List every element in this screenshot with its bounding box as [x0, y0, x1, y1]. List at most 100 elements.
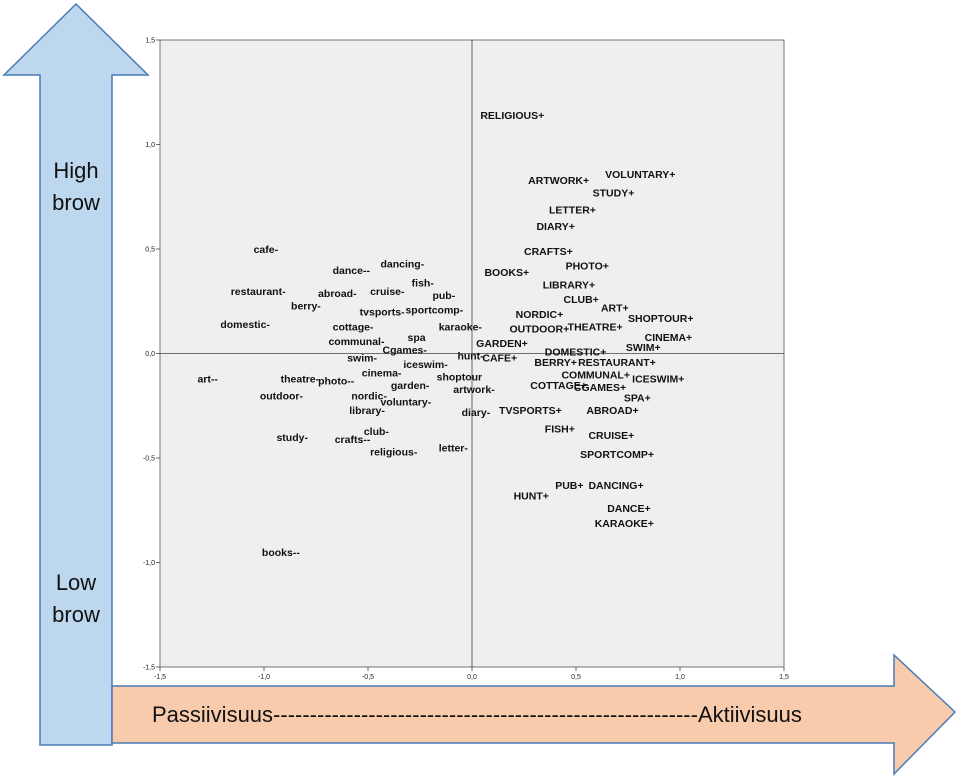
point-label: ABROAD+ [586, 405, 638, 417]
y-tick-label: 0,5 [145, 247, 155, 254]
point-label: dance-- [333, 265, 371, 277]
point-label: theatre- [281, 374, 320, 386]
point-label: Cgames- [383, 344, 428, 356]
point-label: karaoke- [439, 321, 483, 333]
high-brow-label: High brow [52, 158, 100, 215]
point-label: SPA+ [624, 392, 651, 404]
point-label: CINEMA+ [645, 332, 693, 344]
low-brow-label: Low brow [52, 570, 100, 627]
passive-active-arrow [111, 653, 957, 776]
data-labels: RELIGIOUS+ VOLUNTARY+ ARTWORK+ STUDY+ LETTER… [197, 110, 693, 559]
x-tick-label: -0,5 [362, 674, 374, 681]
point-label: COTTAGE+ [530, 380, 587, 392]
point-label: PUB+ [555, 480, 583, 492]
y-tick-label: -1,5 [143, 665, 155, 672]
point-label: tvsports- [360, 307, 405, 319]
point-label: ARTWORK+ [528, 175, 589, 187]
y-tick-label: 1,0 [145, 142, 155, 149]
point-label: CGAMES+ [574, 382, 626, 394]
x-tick-label: 0,0 [467, 674, 477, 681]
point-label: SPORTCOMP+ [580, 449, 654, 461]
point-label: ART+ [601, 303, 629, 315]
x-tick-label: -1,0 [258, 674, 270, 681]
point-label: THEATRE+ [568, 321, 623, 333]
correspondence-scatter-chart: -1,5 -1,0 -0,5 0,0 0,5 1,0 1,5 1,5 1,0 0,5 0,0 -0,5… [143, 38, 789, 682]
point-label: religious- [370, 447, 418, 459]
point-label: CAFE+ [482, 353, 517, 365]
reference-lines [160, 40, 784, 667]
point-label: voluntary- [380, 397, 431, 409]
point-label: dancing- [380, 259, 424, 271]
point-label: BOOKS+ [484, 267, 529, 279]
point-label: cafe- [254, 244, 279, 256]
point-label: CRAFTS+ [524, 246, 573, 258]
point-label: books-- [262, 547, 300, 559]
point-label: library- [349, 405, 385, 417]
point-label: NORDIC+ [516, 309, 564, 321]
point-label: cinema- [362, 367, 402, 379]
point-label: study- [276, 432, 308, 444]
point-label: domestic- [220, 319, 270, 331]
point-label: RELIGIOUS+ [480, 110, 544, 122]
point-label: cruise- [370, 286, 405, 298]
point-label: cottage- [333, 321, 374, 333]
point-label: spa [408, 332, 426, 344]
activity-axis-label: Passiivisuus----------------------------… [152, 702, 802, 727]
point-label: crafts-- [335, 434, 371, 446]
high-low-brow-arrow [2, 2, 150, 746]
y-tick-label: -1,0 [143, 560, 155, 567]
point-label: CRUISE+ [588, 430, 634, 442]
x-tick-label: -1,5 [154, 674, 166, 681]
point-label: STUDY+ [593, 188, 635, 200]
point-label: sportcomp- [405, 305, 463, 317]
point-label: CLUB+ [564, 294, 599, 306]
point-label: GARDEN+ [476, 338, 528, 350]
point-label: DANCING+ [588, 480, 643, 492]
point-label: artwork- [453, 384, 495, 396]
y-tick-label: 1,5 [145, 38, 155, 45]
point-label: SHOPTOUR+ [628, 313, 693, 325]
y-tick-label: 0,0 [145, 351, 155, 358]
point-label: PHOTO+ [566, 261, 609, 273]
point-label: LETTER+ [549, 204, 596, 216]
point-label: ICESWIM+ [632, 374, 684, 386]
point-label: pub- [432, 290, 455, 302]
point-label: garden- [391, 380, 430, 392]
point-label: outdoor- [260, 390, 304, 402]
x-tick-label: 0,5 [571, 674, 581, 681]
point-label: COMMUNAL+ [561, 369, 630, 381]
point-label: KARAOKE+ [595, 518, 654, 530]
point-label: abroad- [318, 288, 357, 300]
point-label: letter- [439, 443, 469, 455]
point-label: SWIM+ [626, 342, 661, 354]
point-label: TVSPORTS+ [499, 405, 562, 417]
point-label: OUTDOOR+ [509, 323, 569, 335]
point-label: swim- [347, 353, 377, 365]
point-label: restaurant- [231, 286, 286, 298]
x-tick-label: 1,0 [675, 674, 685, 681]
point-label: berry- [291, 300, 321, 312]
point-label: art-- [197, 374, 218, 386]
y-tick-label: -0,5 [143, 456, 155, 463]
point-label: DIARY+ [536, 221, 574, 233]
point-label: nordic- [351, 390, 387, 402]
point-label: shoptour [437, 371, 483, 383]
point-label: DANCE+ [607, 503, 650, 515]
point-label: communal- [328, 336, 385, 348]
point-label: fish- [412, 277, 435, 289]
point-label: LIBRARY+ [543, 280, 595, 292]
point-label: diary- [462, 407, 491, 419]
point-label: RESTAURANT+ [578, 357, 656, 369]
point-label: iceswim- [403, 359, 448, 371]
point-label: VOLUNTARY+ [605, 169, 675, 181]
axis-ticks: -1,5 -1,0 -0,5 0,0 0,5 1,0 1,5 1,5 1,0 0,5 0,0 -0,5… [143, 38, 789, 682]
x-tick-label: 1,5 [779, 674, 789, 681]
point-label: HUNT+ [514, 491, 549, 503]
point-label: FISH+ [545, 424, 575, 436]
point-label: hunt- [457, 351, 484, 363]
point-label: DOMESTIC+ [545, 346, 607, 358]
point-label: club- [364, 426, 390, 438]
point-label: BERRY+ [534, 357, 577, 369]
point-label: photo-- [318, 376, 355, 388]
